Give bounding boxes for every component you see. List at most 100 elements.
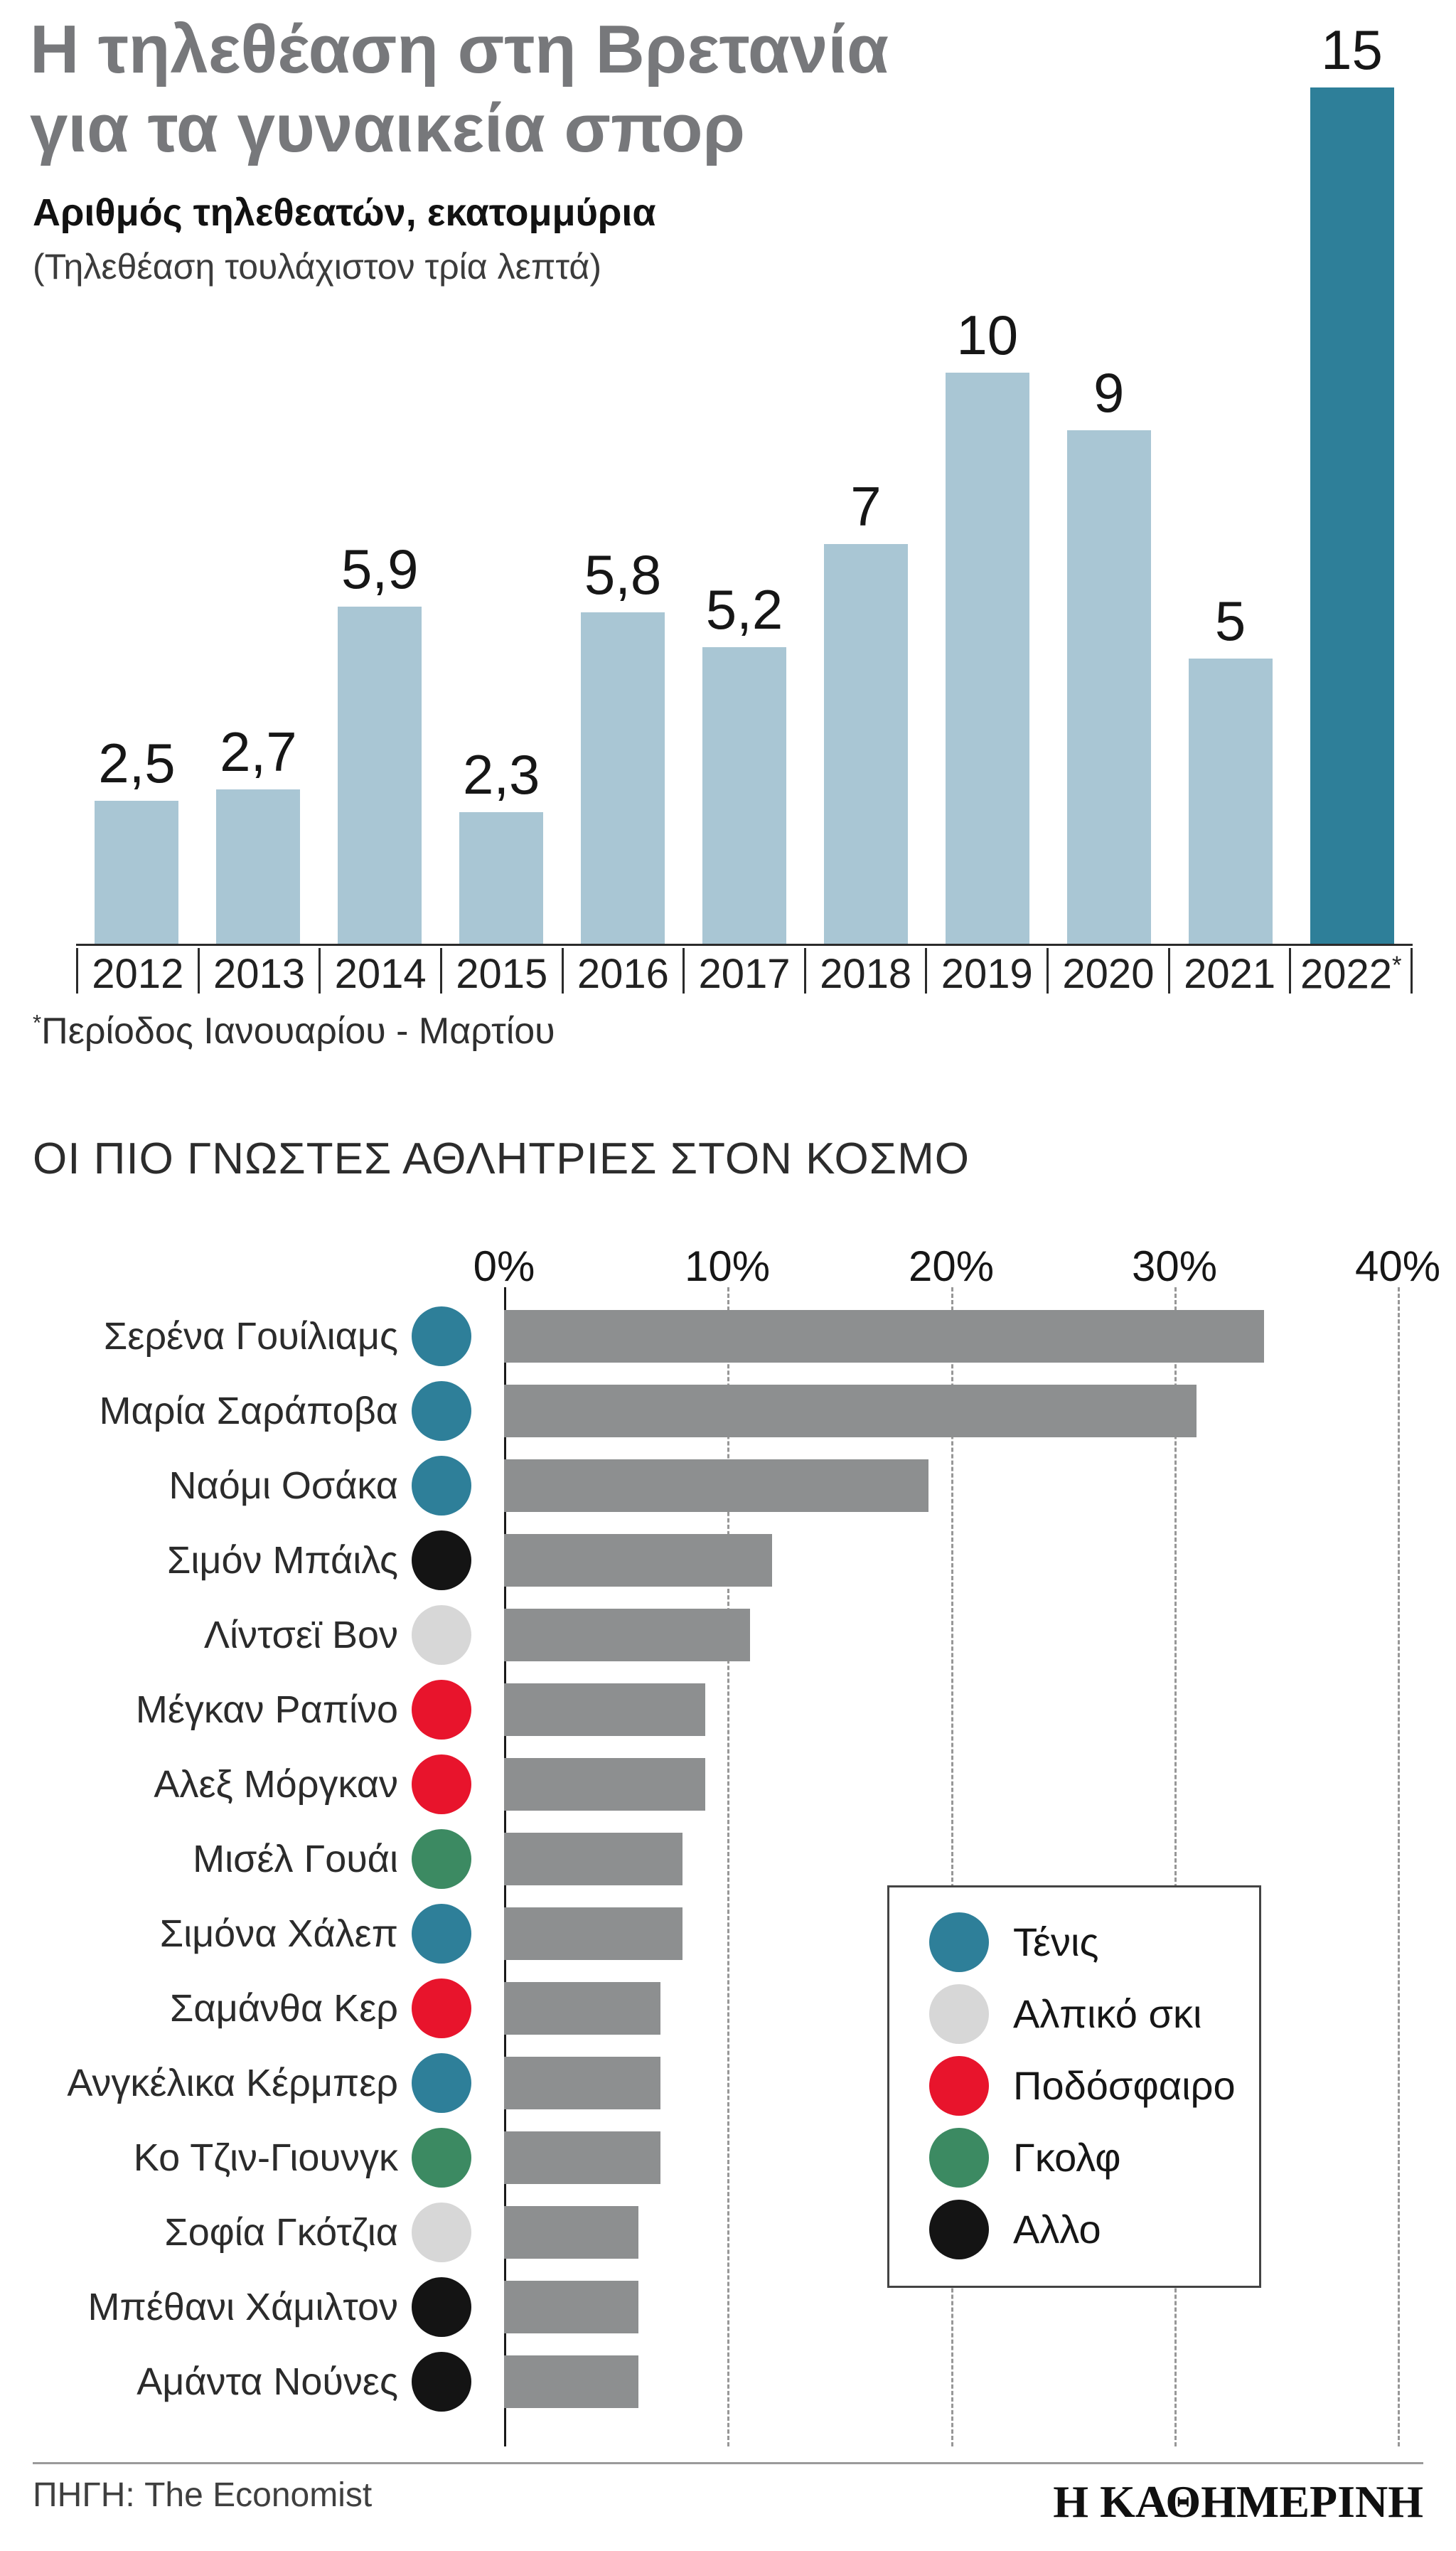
athlete-bar (504, 1981, 660, 2035)
x-axis-label: 20% (908, 1242, 995, 1290)
football-dot (412, 1679, 471, 1740)
x-axis-label: 2022* (1289, 948, 1410, 995)
footer: ΠΗΓΗ: The Economist Η ΚΑΘΗΜΕΡΙΝΗ (33, 2462, 1423, 2528)
bar-value-label: 10 (956, 304, 1019, 366)
bar-group-2021: 5 (1169, 593, 1291, 944)
bar (1310, 87, 1394, 944)
page-title-line1: Η τηλεθέαση στη Βρετανία (30, 11, 889, 87)
athlete-name: Κο Τζιν-Γιουνγκ (133, 2136, 398, 2179)
bar-group-2015: 2,3 (441, 747, 562, 944)
bar-group-2013: 2,7 (198, 724, 319, 944)
legend-items: Τένις Αλπικό σκι Ποδόσφαιρο Γκολφ Αλλο (929, 1906, 1259, 2265)
tennis-dot (412, 1306, 471, 1366)
athlete-bar (504, 1459, 928, 1512)
other-dot (412, 2276, 471, 2337)
athlete-row: Σιμόν Μπάιλς (33, 1523, 1423, 1597)
legend-entry: Αλλο (929, 2193, 1259, 2265)
x-axis-label: 2013 (197, 948, 319, 995)
athlete-bar (504, 2131, 660, 2184)
bar-value-label: 2,3 (462, 743, 540, 806)
x-axis-label: 2012 (76, 948, 198, 995)
kathimerini-logo: Η ΚΑΘΗΜΕΡΙΝΗ (1053, 2476, 1423, 2527)
other-dot (412, 2351, 471, 2412)
athlete-bar (504, 1757, 705, 1811)
bar-group-2012: 2,5 (76, 735, 198, 944)
athlete-bar (504, 1683, 705, 1736)
bar (823, 544, 908, 944)
year-asterisk: * (1391, 952, 1402, 979)
bar (459, 812, 544, 944)
athlete-bar (504, 1608, 750, 1661)
athlete-row: Μπέθανι Χάμιλτον (33, 2269, 1423, 2344)
x-axis-label: 2021 (1167, 948, 1290, 995)
chart-subtitle: Αριθμός τηλεθεατών, εκατομμύρια (33, 191, 656, 234)
other-dot (412, 1530, 471, 1590)
athlete-name: Σοφία Γκότζια (164, 2210, 398, 2254)
ski-dot (929, 1983, 989, 2044)
chart-footnote: *Περίοδος Ιανουαρίου - Μαρτίου (33, 1010, 555, 1053)
athlete-name: Αμάντα Νούνες (136, 2360, 398, 2403)
athlete-row: Αμάντα Νούνες (33, 2344, 1423, 2419)
athlete-name: Λίντσεϊ Βον (203, 1613, 398, 1656)
gridline (727, 1287, 729, 2446)
bar-group-2018: 7 (805, 479, 926, 944)
legend-label: Αλπικό σκι (1013, 1991, 1202, 2036)
athletes-rows: Σερένα Γουίλιαμς Μαρία Σαράποβα Ναόμι Οσάκ… (33, 1299, 1423, 2419)
bar-group-2017: 5,2 (684, 582, 805, 944)
tennis-dot (412, 1903, 471, 1964)
page-title: Η τηλεθέαση στη Βρετανία για τα γυναικεί… (30, 10, 889, 169)
golf-dot (929, 2127, 989, 2188)
x-axis-label: 0% (473, 1242, 535, 1290)
athlete-row: Σοφία Γκότζια (33, 2195, 1423, 2269)
athlete-bar (504, 2205, 638, 2259)
athlete-row: Ναόμι Οσάκα (33, 1448, 1423, 1523)
athlete-bar (504, 1384, 1197, 1437)
tennis-dot (412, 2052, 471, 2113)
x-axis-label: 10% (684, 1242, 771, 1290)
x-axis-label: 2020 (1046, 948, 1168, 995)
x-axis-label: 2016 (561, 948, 683, 995)
bar-group-2020: 9 (1048, 365, 1169, 944)
golf-dot (412, 1828, 471, 1889)
legend-label: Αλλο (1013, 2207, 1101, 2252)
chart-subtitle-note: (Τηλεθέαση τουλάχιστον τρία λεπτά) (33, 247, 601, 287)
x-axis-label: 2017 (682, 948, 804, 995)
legend-label: Ποδόσφαιρο (1013, 2063, 1236, 2108)
tennis-dot (929, 1912, 989, 1972)
bar-value-label: 5,9 (341, 538, 419, 600)
source-credit: ΠΗΓΗ: The Economist (33, 2476, 373, 2514)
legend-label: Τένις (1013, 1919, 1099, 1964)
athlete-name: Σιμόν Μπάιλς (166, 1538, 398, 1582)
athlete-name: Μισέλ Γουάι (193, 1837, 398, 1880)
bar-group-2019: 10 (926, 307, 1048, 944)
legend: Τένις Αλπικό σκι Ποδόσφαιρο Γκολφ Αλλο (887, 1885, 1261, 2288)
athlete-name: Ανγκέλικα Κέρμπερ (67, 2061, 398, 2104)
x-axis-label: 2014 (318, 948, 440, 995)
ski-dot (412, 1604, 471, 1665)
bar (338, 607, 422, 944)
bar-group-2014: 5,9 (319, 541, 441, 944)
x-axis-label: 30% (1131, 1242, 1218, 1290)
football-dot (929, 2055, 989, 2116)
athlete-name: Σιμόνα Χάλεπ (159, 1912, 398, 1955)
athlete-row: Μισέλ Γουάι (33, 1821, 1423, 1896)
football-dot (412, 1978, 471, 2038)
gridline (951, 1287, 953, 2446)
other-dot (929, 2199, 989, 2259)
athlete-name: Μαρία Σαράποβα (99, 1389, 398, 1432)
bar-value-label: 5,8 (584, 543, 662, 606)
viewership-bar-chart: 2,5 2,7 5,9 2,3 5,8 5,2 7 10 9 5 15 (76, 0, 1413, 946)
x-axis-label: 2019 (925, 948, 1046, 995)
tennis-dot (412, 1380, 471, 1441)
athletes-chart: 0% 10% 20% 30% 40% Σερένα Γουίλιαμς Μαρία Σαρ… (33, 1242, 1440, 2451)
bar-value-label: 9 (1093, 361, 1125, 424)
bar (1188, 659, 1273, 944)
bar (702, 647, 786, 944)
legend-label: Γκολφ (1013, 2135, 1121, 2180)
bar (216, 789, 301, 944)
viewership-x-axis: 2012 2013 2014 2015 2016 2017 2018 2019 2020 2021… (76, 948, 1413, 995)
athlete-name: Μπέθανι Χάμιλτον (87, 2285, 398, 2328)
football-dot (412, 1754, 471, 1814)
bar-value-label: 2,5 (98, 732, 176, 794)
section-title: ΟΙ ΠΙΟ ΓΝΩΣΤΕΣ ΑΘΛΗΤΡΙΕΣ ΣΤΟΝ ΚΟΣΜΟ (33, 1134, 970, 1183)
